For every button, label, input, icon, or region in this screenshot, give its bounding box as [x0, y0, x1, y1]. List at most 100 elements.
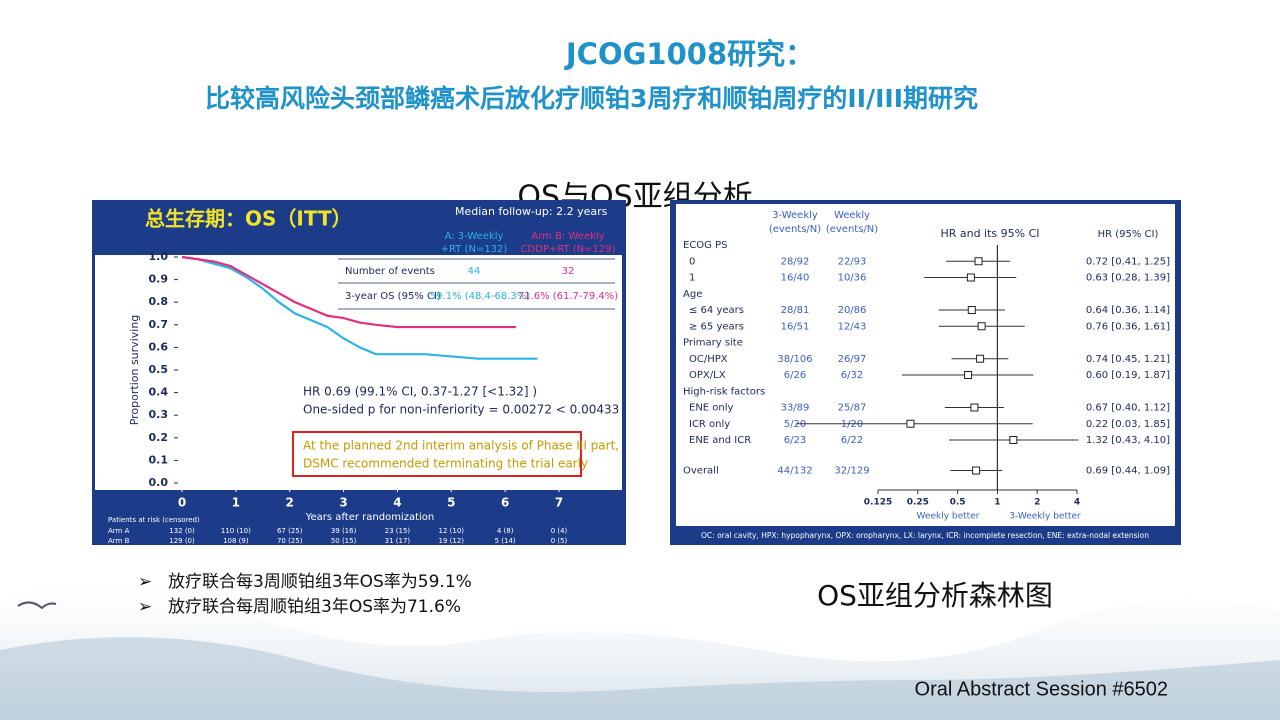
hr-text: 0.74 [0.45, 1.21] — [1086, 354, 1170, 365]
y-tick-label: 0.9 — [149, 273, 169, 286]
at-risk-count: 110 (10) — [221, 527, 251, 535]
column-header: (events/N) — [826, 224, 878, 235]
column-header: (events/N) — [769, 224, 821, 235]
x-tick-label: 4 — [393, 496, 401, 510]
dsmc-text: DSMC recommended terminating the trial e… — [303, 457, 588, 471]
right-note: 3-Weekly better — [1009, 512, 1081, 522]
legend-entry: Arm B: Weekly — [531, 231, 604, 242]
forest-caption: OS亚组分析森林图 — [817, 579, 1053, 612]
os-label: 3-year OS (95% CI) — [345, 291, 441, 302]
events-a: 38/106 — [777, 354, 812, 365]
y-tick-label: 0.1 — [149, 453, 169, 466]
y-tick-label: 0.4 — [149, 386, 169, 399]
events-a: 33/89 — [781, 403, 810, 414]
at-risk-arm: Arm B — [108, 537, 130, 545]
x-tick-label: 2 — [286, 496, 294, 510]
events-a: 6/23 — [784, 435, 806, 446]
hr-marker — [974, 257, 983, 266]
row-label: OC/HPX — [689, 354, 728, 365]
x-tick-label: 7 — [555, 496, 563, 510]
follow-up: Median follow-up: 2.2 years — [455, 205, 608, 218]
km-plot-area — [95, 255, 622, 490]
legend-entry: +RT (N=132) — [441, 244, 508, 255]
at-risk-count: 4 (8) — [497, 527, 514, 535]
os-value: 71.6% (61.7-79.4%) — [518, 291, 618, 302]
dsmc-text: At the planned 2nd interim analysis of P… — [303, 439, 619, 453]
x-tick-label: 3 — [339, 496, 347, 510]
x-tick-label: 2 — [1034, 498, 1040, 508]
bullet-list: ➢ 放疗联合每3周顺铂组3年OS率为59.1% ➢ 放疗联合每周顺铂组3年OS率为7… — [138, 570, 472, 620]
y-tick-label: 0.6 — [149, 340, 169, 353]
hr-header: HR (95% CI) — [1098, 229, 1159, 240]
bullet-text: 放疗联合每3周顺铂组3年OS率为59.1% — [168, 572, 472, 592]
hr-text: One-sided p for non-inferiority = 0.0027… — [303, 403, 619, 417]
x-tick-label: 5 — [447, 496, 455, 510]
at-risk-count: 31 (17) — [385, 537, 411, 545]
hr-text: 1.32 [0.43, 4.10] — [1086, 435, 1170, 446]
row-label: 0 — [689, 256, 695, 267]
x-tick-label: 1 — [232, 496, 240, 510]
x-tick-label: 0.5 — [950, 498, 966, 508]
row-label: ENE and ICR — [689, 435, 751, 446]
events-b: 25/87 — [838, 403, 867, 414]
events-b: 26/97 — [838, 354, 867, 365]
group-label: Age — [683, 289, 702, 300]
hr-marker — [906, 419, 915, 428]
hr-marker — [970, 403, 979, 412]
row-label: ≥ 65 years — [689, 321, 744, 332]
column-header: Weekly — [834, 210, 870, 221]
x-tick-label: 0 — [178, 496, 186, 510]
slide-subtitle: 比较高风险头颈部鳞癌术后放化疗顺铂3周疗和顺铂周疗的II/III期研究 — [205, 84, 979, 113]
hr-marker — [972, 466, 981, 475]
bullet: ➢ 放疗联合每3周顺铂组3年OS率为59.1% — [138, 572, 472, 592]
hr-marker — [977, 322, 986, 331]
y-axis-label: Proportion surviving — [128, 315, 141, 426]
bullet: ➢ 放疗联合每周顺铂组3年OS率为71.6% — [138, 597, 461, 617]
events-a: 44/132 — [777, 466, 812, 477]
survival-curve — [181, 255, 516, 329]
events-b: 10/36 — [838, 273, 867, 284]
hr-text: 0.76 [0.36, 1.61] — [1086, 321, 1170, 332]
hr-text: HR 0.69 (99.1% CI, 0.37-1.27 [<1.32] ) — [303, 385, 537, 399]
legend-entry: A: 3-Weekly — [445, 231, 504, 242]
group-label: High-risk factors — [683, 386, 765, 397]
y-tick-label: 0.8 — [149, 295, 169, 308]
events-value: 32 — [562, 266, 575, 277]
at-risk-count: 70 (25) — [277, 537, 303, 545]
hr-marker — [966, 273, 975, 282]
at-risk-count: 129 (0) — [169, 537, 195, 545]
y-tick-label: 0.0 — [149, 476, 169, 489]
hr-text: 0.69 [0.44, 1.09] — [1086, 466, 1170, 477]
events-label: Number of events — [345, 266, 435, 277]
events-a: 16/40 — [781, 273, 810, 284]
hr-marker — [976, 354, 985, 363]
events-a: 28/81 — [781, 305, 810, 316]
events-b: 22/93 — [838, 256, 867, 267]
mountains-front — [0, 637, 1280, 720]
left-note: Weekly better — [917, 512, 980, 522]
km-panel: 总生存期：OS（ITT） Median follow-up: 2.2 years 0… — [92, 200, 626, 545]
group-label: Primary site — [683, 338, 743, 349]
hr-text: 0.67 [0.40, 1.12] — [1086, 403, 1170, 414]
at-risk-count: 19 (12) — [439, 537, 465, 545]
footer: Oral Abstract Session #6502 — [915, 678, 1168, 700]
bird — [17, 601, 57, 610]
x-tick-label: 1 — [994, 498, 1000, 508]
events-a: 16/51 — [781, 321, 810, 332]
hr-marker — [964, 371, 973, 379]
slide-title: JCOG1008研究： — [564, 37, 814, 71]
survival-curve — [181, 255, 538, 360]
at-risk-count: 23 (15) — [385, 527, 411, 535]
at-risk-arm: Arm A — [108, 527, 130, 535]
forest-plot-area — [676, 204, 1175, 526]
at-risk-count: 5 (14) — [495, 537, 516, 545]
events-b: 6/22 — [841, 435, 863, 446]
hr-marker — [967, 306, 976, 314]
at-risk-count: 12 (10) — [439, 527, 465, 535]
at-risk-count: 108 (9) — [223, 537, 249, 545]
at-risk-title: Patients at risk (censored) — [108, 516, 200, 524]
y-tick-label: 1.0 — [149, 250, 169, 263]
plot-title: HR and its 95% CI — [940, 227, 1039, 240]
hr-marker — [1009, 436, 1018, 444]
